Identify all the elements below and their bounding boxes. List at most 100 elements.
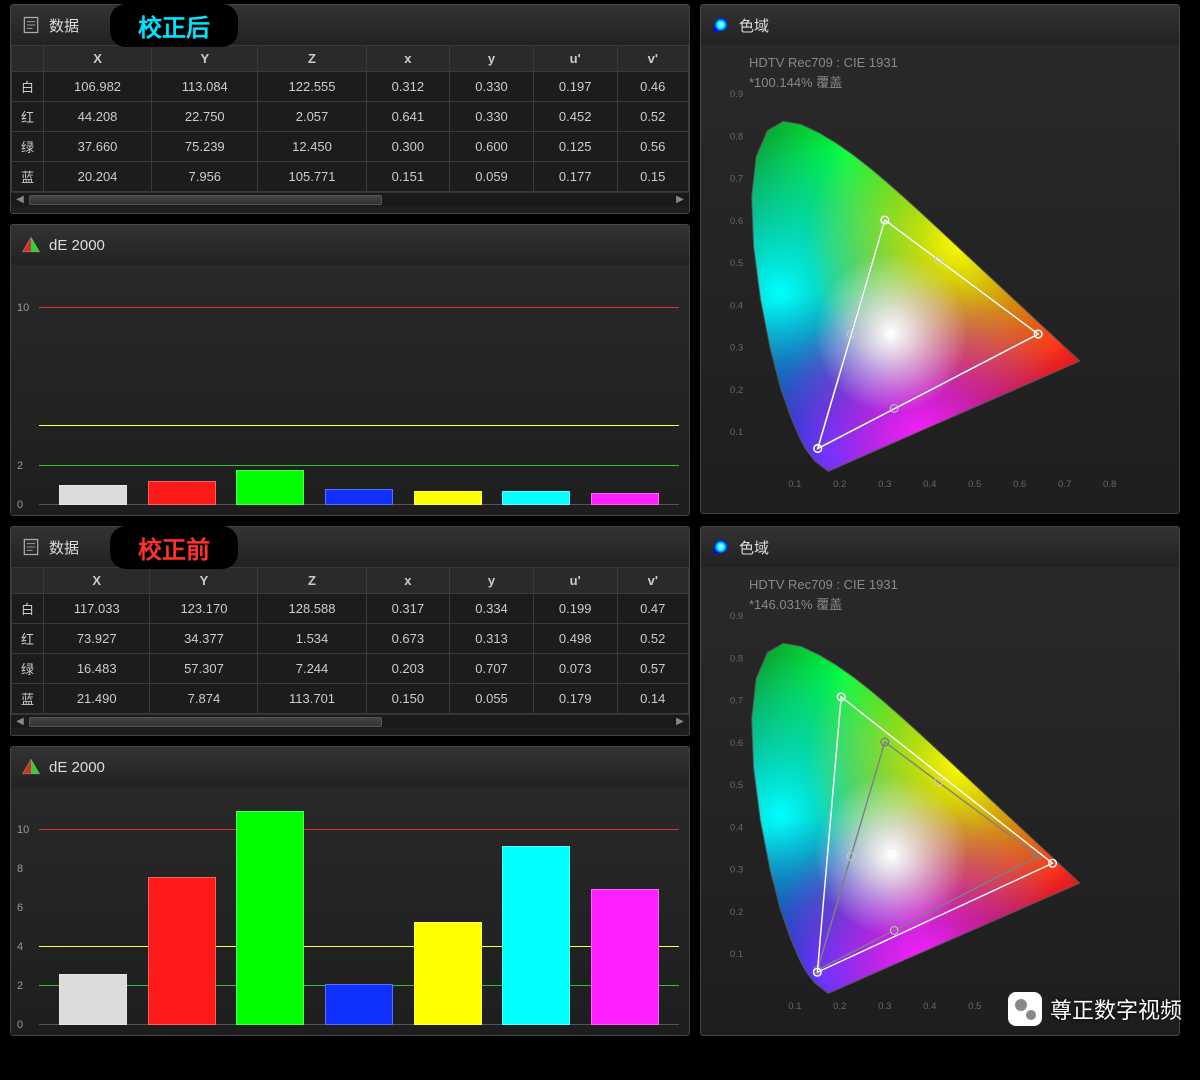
table-row: 蓝21.4907.874113.7010.1500.0550.1790.14 bbox=[12, 684, 689, 714]
col-header: Y bbox=[150, 568, 258, 594]
scroll-left-arrow[interactable]: ◀ bbox=[13, 193, 27, 207]
de-bar bbox=[325, 489, 393, 505]
svg-text:0.6: 0.6 bbox=[730, 216, 743, 227]
svg-text:0.1: 0.1 bbox=[730, 427, 743, 438]
col-header bbox=[12, 46, 44, 72]
col-header bbox=[12, 568, 44, 594]
svg-text:0.1: 0.1 bbox=[788, 479, 801, 490]
scroll-right-arrow[interactable]: ▶ bbox=[673, 715, 687, 729]
svg-text:0.6: 0.6 bbox=[730, 738, 743, 749]
data-panel-title: 数据 bbox=[49, 537, 79, 558]
y-tick-label: 6 bbox=[17, 902, 23, 914]
col-header: u' bbox=[533, 46, 617, 72]
svg-text:0.4: 0.4 bbox=[923, 1001, 937, 1012]
horizontal-scrollbar[interactable]: ◀ ▶ bbox=[11, 192, 689, 206]
wechat-icon bbox=[1008, 992, 1042, 1026]
col-header: x bbox=[366, 568, 450, 594]
de-bar bbox=[148, 877, 216, 1025]
col-header: y bbox=[450, 568, 534, 594]
col-header: X bbox=[44, 568, 150, 594]
data-panel-title: 数据 bbox=[49, 15, 79, 36]
svg-text:0.6: 0.6 bbox=[1013, 479, 1026, 490]
de-bar bbox=[236, 811, 304, 1026]
svg-text:0.1: 0.1 bbox=[730, 949, 743, 960]
y-tick-label: 2 bbox=[17, 460, 23, 472]
svg-text:0.2: 0.2 bbox=[730, 385, 743, 396]
de-panel-title: dE 2000 bbox=[49, 237, 105, 254]
cie-chromaticity-diagram: 0.10.20.30.40.50.60.70.80.10.20.30.40.50… bbox=[726, 577, 1156, 1027]
table-row: 蓝20.2047.956105.7710.1510.0590.1770.15 bbox=[12, 162, 689, 192]
y-tick-label: 4 bbox=[17, 941, 23, 953]
calibration-badge: 校正前 bbox=[110, 526, 238, 569]
table-row: 白117.033123.170128.5880.3170.3340.1990.4… bbox=[12, 594, 689, 624]
svg-text:0.7: 0.7 bbox=[730, 696, 743, 707]
horizontal-scrollbar[interactable]: ◀ ▶ bbox=[11, 714, 689, 728]
svg-text:0.2: 0.2 bbox=[833, 479, 846, 490]
scroll-thumb[interactable] bbox=[29, 717, 382, 727]
de2000-panel: dE 2000 0 2 10 bbox=[10, 224, 690, 516]
de-bar bbox=[502, 491, 570, 505]
col-header: X bbox=[44, 46, 152, 72]
de-bar-chart: 0246810 bbox=[39, 791, 679, 1025]
svg-text:0.4: 0.4 bbox=[923, 479, 937, 490]
svg-text:0.4: 0.4 bbox=[730, 822, 744, 833]
svg-text:0.2: 0.2 bbox=[833, 1001, 846, 1012]
watermark: 尊正数字视频 bbox=[1008, 992, 1182, 1026]
document-icon bbox=[21, 15, 41, 35]
y-tick-label: 0 bbox=[17, 1019, 23, 1031]
table-row: 白106.982113.084122.5550.3120.3300.1970.4… bbox=[12, 72, 689, 102]
table-row: 绿16.48357.3077.2440.2030.7070.0730.57 bbox=[12, 654, 689, 684]
col-header: u' bbox=[533, 568, 617, 594]
svg-text:0.1: 0.1 bbox=[788, 1001, 801, 1012]
svg-text:0.9: 0.9 bbox=[730, 89, 743, 100]
col-header: y bbox=[450, 46, 534, 72]
svg-text:0.8: 0.8 bbox=[1103, 479, 1116, 490]
de-bar bbox=[325, 984, 393, 1025]
svg-text:0.2: 0.2 bbox=[730, 907, 743, 918]
y-tick-label: 2 bbox=[17, 980, 23, 992]
de2000-panel: dE 2000 0246810 bbox=[10, 746, 690, 1036]
table-row: 红73.92734.3771.5340.6730.3130.4980.52 bbox=[12, 624, 689, 654]
scroll-right-arrow[interactable]: ▶ bbox=[673, 193, 687, 207]
y-tick-label: 0 bbox=[17, 499, 23, 511]
col-header: x bbox=[366, 46, 450, 72]
y-tick-label: 8 bbox=[17, 863, 23, 875]
cie-chromaticity-diagram: 0.10.20.30.40.50.60.70.80.10.20.30.40.50… bbox=[726, 55, 1156, 505]
scroll-thumb[interactable] bbox=[29, 195, 382, 205]
de-bar bbox=[591, 889, 659, 1026]
svg-text:0.3: 0.3 bbox=[730, 865, 743, 876]
gamut-panel-title: 色域 bbox=[739, 15, 769, 36]
col-header: v' bbox=[617, 568, 688, 594]
svg-text:0.5: 0.5 bbox=[730, 258, 743, 269]
de-bar bbox=[59, 485, 127, 505]
de-bar bbox=[59, 974, 127, 1025]
de-panel-title: dE 2000 bbox=[49, 759, 105, 776]
svg-text:0.5: 0.5 bbox=[968, 479, 981, 490]
table-row: 绿37.66075.23912.4500.3000.6000.1250.56 bbox=[12, 132, 689, 162]
svg-text:0.8: 0.8 bbox=[730, 653, 743, 664]
svg-text:0.8: 0.8 bbox=[730, 131, 743, 142]
prism-icon bbox=[21, 235, 41, 255]
de-bar bbox=[414, 491, 482, 505]
svg-text:0.7: 0.7 bbox=[730, 174, 743, 185]
col-header: v' bbox=[617, 46, 688, 72]
svg-text:0.7: 0.7 bbox=[1058, 479, 1071, 490]
gamut-icon bbox=[711, 15, 731, 35]
scroll-left-arrow[interactable]: ◀ bbox=[13, 715, 27, 729]
svg-text:0.9: 0.9 bbox=[730, 611, 743, 622]
de-bar bbox=[236, 470, 304, 505]
svg-text:0.5: 0.5 bbox=[968, 1001, 981, 1012]
de-bar bbox=[502, 846, 570, 1025]
col-header: Z bbox=[258, 46, 366, 72]
gamut-panel: 色域 HDTV Rec709 : CIE 1931*100.144% 覆盖 bbox=[700, 4, 1180, 514]
measurement-table: XYZxyu'v'白106.982113.084122.5550.3120.33… bbox=[11, 45, 689, 192]
measurement-table: XYZxyu'v'白117.033123.170128.5880.3170.33… bbox=[11, 567, 689, 714]
svg-text:0.4: 0.4 bbox=[730, 300, 744, 311]
gamut-info-text: HDTV Rec709 : CIE 1931*100.144% 覆盖 bbox=[749, 53, 898, 92]
prism-icon bbox=[21, 757, 41, 777]
y-tick-label: 10 bbox=[17, 302, 29, 314]
gamut-info-text: HDTV Rec709 : CIE 1931*146.031% 覆盖 bbox=[749, 575, 898, 614]
svg-text:0.3: 0.3 bbox=[878, 1001, 891, 1012]
y-tick-label: 10 bbox=[17, 824, 29, 836]
de-bar bbox=[591, 493, 659, 505]
